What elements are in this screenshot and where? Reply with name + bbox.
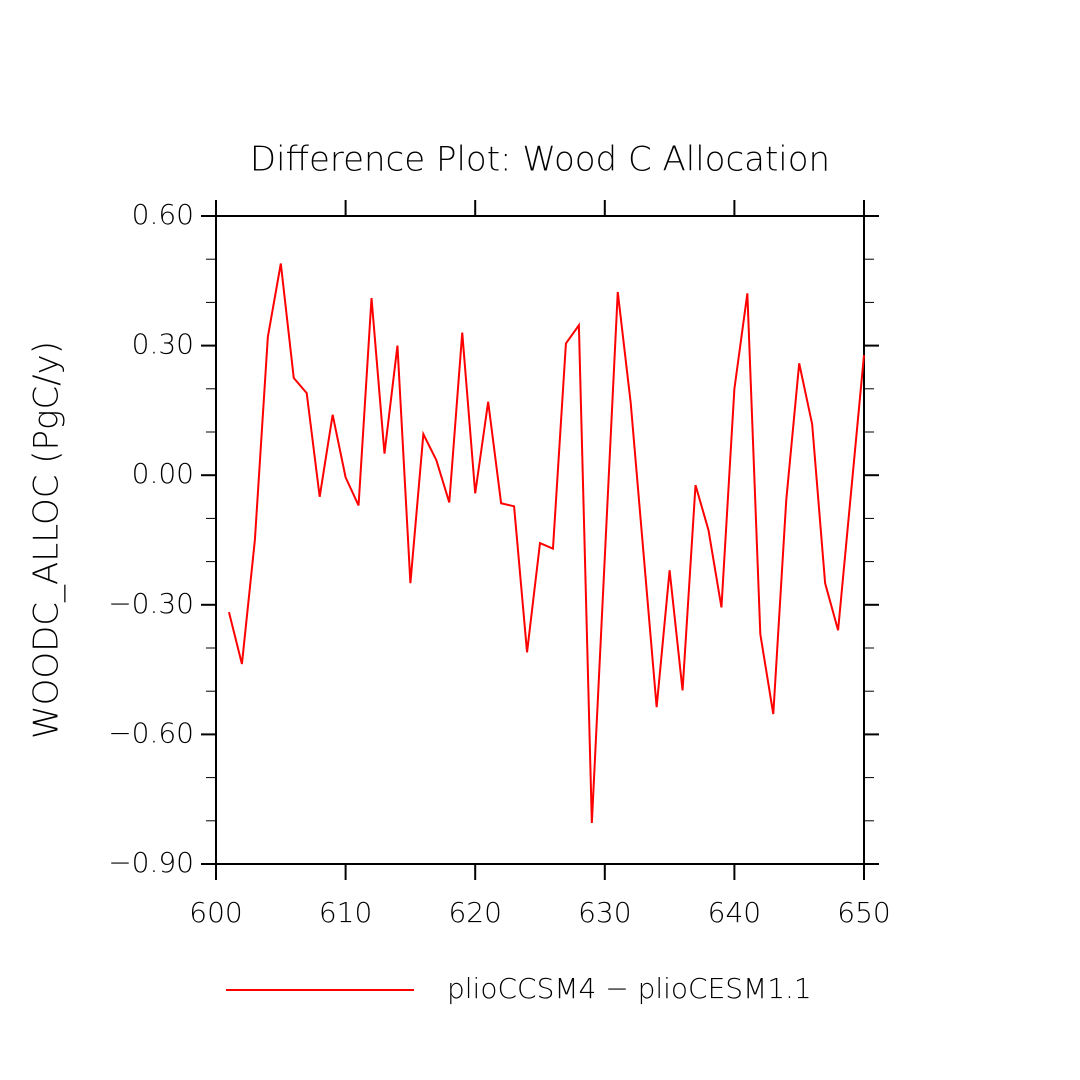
x-tick-label: 640 xyxy=(708,896,761,929)
x-tick-label: 600 xyxy=(189,896,242,929)
y-tick-label: −0.30 xyxy=(108,587,194,620)
y-axis-label: WOODC_ALLOC (PgC/y) xyxy=(27,341,67,739)
y-tick-label: 0.00 xyxy=(132,457,194,490)
x-tick-label: 610 xyxy=(319,896,372,929)
x-tick-label: 650 xyxy=(837,896,890,929)
x-tick-label: 620 xyxy=(448,896,501,929)
chart-title: Difference Plot: Wood C Allocation xyxy=(250,140,830,180)
plot-frame xyxy=(215,215,865,865)
y-tick-label: −0.60 xyxy=(108,716,194,749)
data-line xyxy=(227,263,865,824)
y-tick-label: 0.30 xyxy=(132,328,194,361)
legend-label: plioCCSM4 − plioCESM1.1 xyxy=(447,972,812,1005)
x-tick-label: 630 xyxy=(578,896,631,929)
y-tick-label: −0.90 xyxy=(108,846,194,879)
y-tick-label: 0.60 xyxy=(132,198,194,231)
